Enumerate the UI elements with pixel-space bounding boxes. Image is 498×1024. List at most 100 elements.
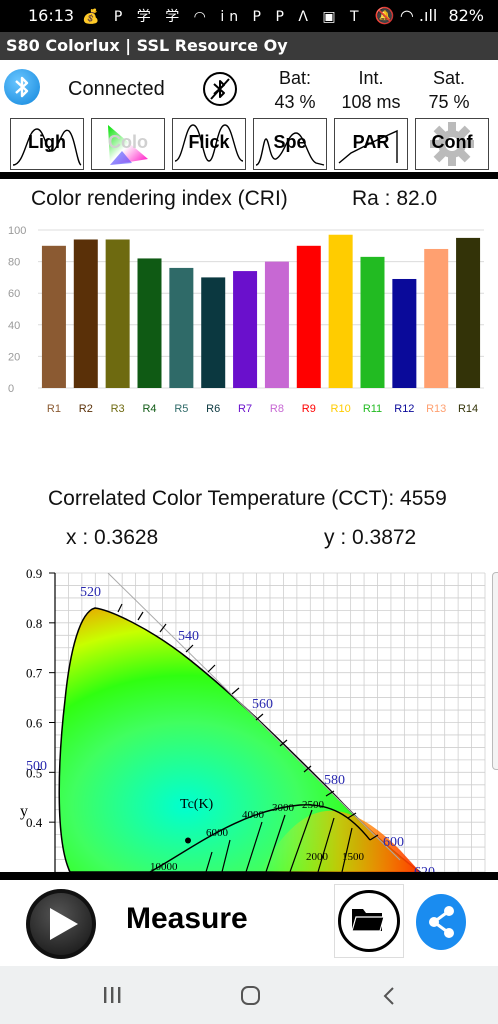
- cri-bar-chart: 0 20 40 60 80 100 R1 R2 R3 R4 R5 R6 R7 R8 R9 R10 R11 R12 R…: [8, 225, 484, 415]
- tab-flicker[interactable]: Flick: [172, 118, 246, 170]
- light-curve-icon: [12, 128, 82, 166]
- back-button[interactable]: [360, 978, 420, 1012]
- wavelength-label: 560: [252, 697, 273, 712]
- temperature-label: 6000: [206, 827, 229, 839]
- tab-light-label: Ligh: [28, 132, 66, 152]
- tab-flicker-label: Flick: [188, 132, 230, 152]
- share-circle: [416, 894, 466, 950]
- bluetooth-disconnect-button[interactable]: [203, 72, 237, 106]
- saturation-value: 75 %: [428, 92, 470, 112]
- tab-par-label: PAR: [352, 132, 390, 152]
- play-icon: [50, 908, 78, 940]
- cri-bar-r13: [424, 248, 449, 388]
- wavelength-label: 520: [80, 585, 101, 600]
- back-icon: [383, 987, 394, 1005]
- par-curve-icon: [338, 129, 398, 164]
- temperature-label: 2000: [306, 851, 329, 863]
- x-tick-label: R14: [458, 403, 478, 415]
- battery-value: 43 %: [274, 92, 316, 112]
- isotherm-lines: [205, 809, 353, 872]
- tab-config[interactable]: Conf: [415, 118, 489, 170]
- x-tick-label: R3: [111, 403, 125, 415]
- tab-light[interactable]: Ligh: [10, 118, 84, 170]
- cri-bar-r1: [41, 245, 66, 388]
- planckian-label: Tc(K): [180, 797, 214, 812]
- cri-bar-r11: [360, 256, 385, 388]
- x-tick-label: R6: [206, 403, 220, 415]
- home-button[interactable]: [220, 978, 280, 1012]
- divider-bottom: [0, 872, 498, 880]
- integration-label: Int.: [358, 68, 384, 88]
- share-button[interactable]: [414, 888, 468, 954]
- bluetooth-connect-button[interactable]: [4, 69, 40, 105]
- notification-icons: 💰 P 学 学 ◠ in P P Λ ▣ T: [82, 9, 364, 25]
- bluetooth-icon: [15, 76, 29, 98]
- y-axis-label: y: [20, 803, 28, 820]
- y-tick-label: 0.5: [26, 765, 42, 780]
- measure-play-button[interactable]: [26, 889, 96, 959]
- tab-color[interactable]: Colo: [91, 118, 165, 170]
- cri-bar-r4: [137, 258, 162, 388]
- temperature-label: 10000: [150, 861, 178, 872]
- tab-par[interactable]: PAR: [334, 118, 408, 170]
- cri-bar-r12: [392, 278, 417, 388]
- wavelength-label: 500: [26, 759, 47, 774]
- cri-bar-r6: [201, 277, 226, 388]
- temperature-label: 1500: [342, 851, 365, 863]
- connection-status: Connected: [68, 78, 165, 100]
- wavelength-ticks: [117, 603, 379, 841]
- measured-point: [185, 837, 192, 844]
- y-tick-label: 80: [8, 257, 20, 269]
- cri-title: Color rendering index (CRI): [31, 187, 288, 210]
- cri-bar-r7: [233, 271, 258, 388]
- y-tick-label: 60: [8, 288, 20, 300]
- app-title-bar: S80 Colorlux | SSL Resource Oy: [0, 32, 498, 60]
- x-tick-label: R7: [238, 403, 252, 415]
- cri-bar-r9: [296, 245, 321, 388]
- saturation-label: Sat.: [432, 68, 466, 88]
- scroll-handle[interactable]: [492, 572, 498, 770]
- cie-y-coordinate: y : 0.3872: [324, 526, 417, 549]
- x-tick-label: R8: [270, 403, 284, 415]
- status-right: 🔕 ◠ .ıll 82%: [369, 6, 484, 25]
- cie-x-coordinate: x : 0.3628: [66, 526, 159, 549]
- gear-icon: [430, 122, 474, 166]
- battery-label: Bat:: [278, 68, 312, 88]
- y-tick-label: 0.4: [26, 815, 43, 830]
- y-tick-label: 0.8: [26, 616, 42, 631]
- x-tick-label: R1: [47, 403, 61, 415]
- temperature-label: 2500: [302, 799, 325, 811]
- open-folder-button[interactable]: [334, 884, 404, 958]
- y-tick-label: 100: [8, 225, 26, 237]
- saturation-stat: Sat. 75 %: [414, 66, 484, 114]
- wavelength-label: 540: [178, 629, 199, 644]
- system-nav-bar: [0, 966, 498, 1024]
- color-triangle-icon: [108, 125, 148, 165]
- cri-bar-r10: [328, 234, 353, 388]
- spectrum-icon: [255, 132, 325, 166]
- y-tick-label: 0.6: [26, 716, 43, 731]
- x-tick-label: R5: [174, 403, 188, 415]
- x-tick-label: R4: [142, 403, 156, 415]
- x-tick-label: R13: [426, 403, 446, 415]
- battery-percent: 82%: [448, 6, 484, 25]
- wavelength-labels: 520 540 560 580 600 620 500: [26, 585, 435, 872]
- x-tick-label: R10: [331, 403, 351, 415]
- temperature-labels: Tc(K) 4000 3000 2500 6000 2000 1500 1000…: [150, 797, 365, 872]
- measure-label[interactable]: Measure: [126, 902, 248, 935]
- temperature-label: 3000: [272, 802, 295, 814]
- bluetooth-off-icon: [210, 78, 230, 100]
- status-bar: 16:13 💰 P 学 学 ◠ in P P Λ ▣ T 🔕 ◠ .ıll 82…: [0, 0, 498, 32]
- wavelength-label: 580: [324, 773, 345, 788]
- status-time: 16:13: [28, 6, 75, 25]
- cct-title: Correlated Color Temperature (CCT): 4559: [48, 487, 447, 510]
- tab-spectrum-label: Spe: [273, 132, 307, 152]
- status-indicators: 🔕 ◠ .ıll: [374, 6, 438, 25]
- cri-bar-r8: [264, 261, 289, 388]
- recent-apps-button[interactable]: [82, 978, 142, 1012]
- cri-bar-r14: [456, 237, 481, 388]
- tab-spectrum[interactable]: Spe: [253, 118, 327, 170]
- y-tick-label: 0.7: [26, 666, 43, 681]
- x-tick-label: R11: [363, 403, 382, 415]
- y-tick-label: 0: [8, 383, 14, 395]
